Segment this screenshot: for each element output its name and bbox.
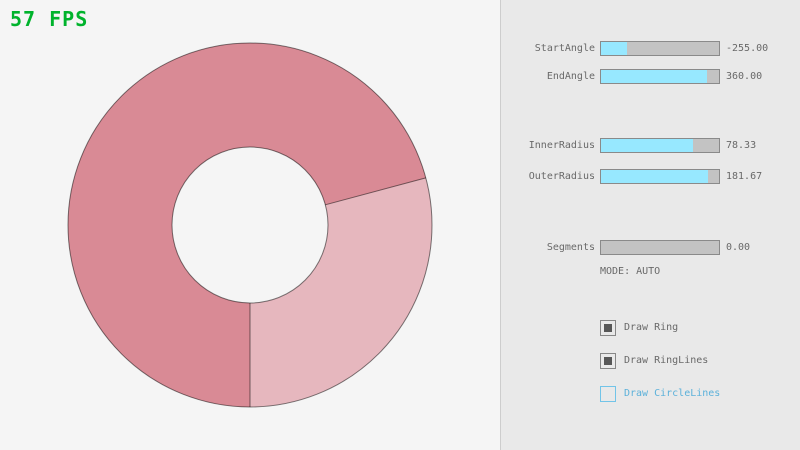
inner-radius-label: InnerRadius [528, 140, 595, 151]
ring-overlap-sector [68, 43, 426, 408]
draw-ringlines-label: Draw RingLines [624, 355, 709, 366]
inner-radius-slider[interactable] [600, 138, 720, 153]
outer-radius-row: OuterRadius 181.67 [0, 169, 800, 184]
outer-radius-slider[interactable] [600, 169, 720, 184]
inner-radius-slider-fill [601, 139, 694, 152]
segments-slider[interactable] [600, 240, 720, 255]
end-angle-value: 360.00 [726, 71, 763, 82]
draw-ring-row: Draw Ring [600, 320, 800, 336]
segments-value: 0.00 [726, 242, 751, 253]
draw-ringlines-checkbox[interactable] [600, 353, 616, 369]
draw-circlelines-label: Draw CircleLines [624, 388, 721, 399]
start-angle-value: -255.00 [726, 43, 769, 54]
controls-panel [500, 0, 800, 450]
draw-ring-label: Draw Ring [624, 322, 679, 333]
start-angle-slider[interactable] [600, 41, 720, 56]
start-angle-label: StartAngle [534, 43, 595, 54]
segments-row: Segments 0.00 [0, 240, 800, 255]
end-angle-slider-fill [601, 70, 708, 83]
inner-radius-value: 78.33 [726, 140, 757, 151]
start-angle-row: StartAngle -255.00 [0, 41, 800, 56]
fps-counter: 57 FPS [10, 7, 89, 31]
draw-circlelines-checkbox[interactable] [600, 386, 616, 402]
start-angle-slider-fill [601, 42, 627, 55]
draw-ring-checkbox[interactable] [600, 320, 616, 336]
outer-radius-value: 181.67 [726, 171, 763, 182]
end-angle-label: EndAngle [546, 71, 595, 82]
draw-ringlines-checkbox-mark [604, 357, 612, 365]
inner-radius-row: InnerRadius 78.33 [0, 138, 800, 153]
segments-label: Segments [546, 242, 595, 253]
draw-ring-checkbox-mark [604, 324, 612, 332]
outer-radius-slider-fill [601, 170, 709, 183]
end-angle-row: EndAngle 360.00 [0, 69, 800, 84]
segments-mode-label: MODE: AUTO [600, 266, 661, 277]
draw-circlelines-row: Draw CircleLines [600, 386, 800, 402]
ring-edge-upper-right [325, 177, 426, 206]
draw-ringlines-row: Draw RingLines [600, 353, 800, 369]
outer-radius-label: OuterRadius [528, 171, 595, 182]
end-angle-slider[interactable] [600, 69, 720, 84]
